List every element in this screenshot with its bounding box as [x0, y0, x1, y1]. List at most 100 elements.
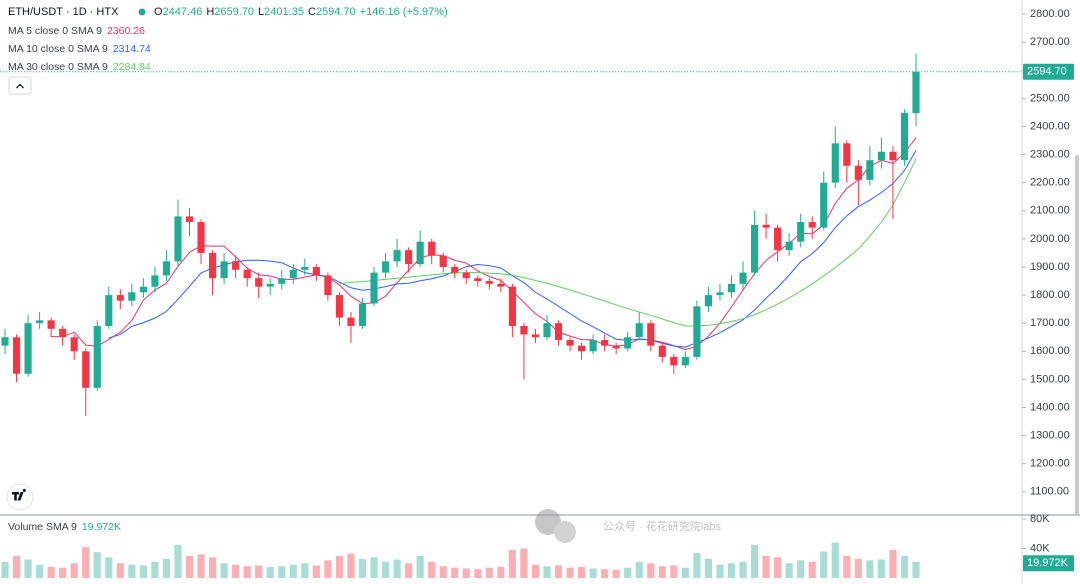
candle-body — [370, 272, 378, 304]
volume-bar — [566, 567, 574, 578]
volume-bar — [854, 558, 862, 578]
ohlc-change: +146.16 (+5.97%) — [360, 6, 448, 18]
volume-bar — [808, 561, 816, 578]
candle-body — [393, 250, 401, 262]
indicator-value: 2284.84 — [113, 61, 151, 73]
candle-body — [762, 224, 770, 228]
y-tick-label: 1800.00 — [1030, 289, 1070, 301]
volume-bar — [704, 558, 713, 578]
candle-body — [47, 320, 55, 329]
ma-line — [339, 158, 917, 327]
candle-body — [208, 252, 217, 279]
volume-bar — [370, 557, 378, 578]
volume-bar — [301, 563, 309, 578]
candle-body — [335, 295, 343, 318]
volume-bar — [324, 560, 332, 578]
volume-bar — [797, 560, 805, 578]
candle-body — [255, 278, 263, 287]
volume-sma-label: 19.972K — [1027, 557, 1069, 569]
volume-bar — [116, 563, 124, 578]
candle-body — [347, 317, 355, 326]
market-status — [138, 8, 146, 16]
volume-bar — [59, 567, 67, 578]
tv-logo[interactable] — [6, 483, 34, 511]
volume-bar — [70, 563, 78, 578]
y-tick-label: 1500.00 — [1030, 373, 1070, 385]
candle-body — [566, 340, 574, 346]
indicator-name: MA 30 close 0 SMA 9 — [8, 61, 108, 73]
candle-body — [704, 295, 713, 307]
volume-bar — [831, 542, 839, 578]
indicator-value: 2360.26 — [107, 25, 145, 37]
volume-bar — [889, 549, 897, 578]
candle-body — [243, 269, 251, 279]
candle-body — [162, 261, 171, 276]
y-tick-label: 1200.00 — [1030, 458, 1070, 470]
volume-bar — [589, 568, 597, 578]
y-tick-label: 1100.00 — [1030, 486, 1069, 498]
volume-bar — [508, 549, 516, 578]
candle-body — [12, 337, 21, 374]
volume-bar — [82, 547, 90, 578]
volume-bar — [12, 555, 21, 578]
candle-body — [554, 323, 563, 341]
volume-bar — [624, 567, 632, 578]
ohlc-value: 2659.70 — [214, 6, 254, 18]
candle-body — [289, 269, 297, 279]
candle-body — [820, 182, 828, 228]
volume-bar — [393, 559, 401, 578]
volume-bar — [681, 567, 689, 578]
volume-name: Volume SMA 9 — [8, 521, 77, 533]
candle-body — [624, 337, 632, 349]
volume-tick-label: 40K — [1030, 542, 1050, 554]
candle-body — [151, 275, 159, 287]
indicator-legend: MA 10 close 0 SMA 9 2314.74 — [8, 43, 151, 55]
candle-body — [266, 283, 274, 287]
volume-bar — [312, 565, 320, 578]
volume-bar — [497, 566, 505, 578]
candle-body — [578, 345, 586, 352]
volume-bar — [289, 564, 297, 578]
collapse-button[interactable] — [8, 76, 32, 95]
candle-body — [508, 286, 516, 326]
collapse-box[interactable] — [8, 76, 32, 95]
candle-body — [416, 241, 424, 265]
y-tick-label: 1900.00 — [1030, 261, 1070, 273]
candle-body — [670, 356, 678, 366]
candle-body — [93, 325, 101, 388]
volume-bar — [647, 563, 655, 578]
watermark-text: 公众号 · 花花研究院labs — [603, 519, 721, 533]
candle-body — [232, 261, 240, 270]
volume-bar — [693, 552, 701, 578]
collapse-icon — [16, 83, 24, 89]
y-tick-label: 1700.00 — [1030, 317, 1070, 329]
y-tick-label: 2300.00 — [1030, 148, 1070, 160]
candle-body — [739, 272, 747, 284]
volume-bar — [128, 564, 136, 578]
volume-bar — [750, 544, 759, 578]
volume-bar — [185, 555, 194, 578]
candle-body — [497, 283, 505, 287]
y-tick-label: 2000.00 — [1030, 233, 1070, 245]
candle-body — [831, 143, 839, 183]
volume-bar — [866, 560, 874, 578]
candle-body — [716, 292, 724, 296]
y-tick-label: 2200.00 — [1030, 177, 1070, 189]
candle-body — [36, 320, 44, 324]
candle-body — [1, 337, 9, 346]
volume-bar — [47, 566, 55, 578]
volume-bar — [266, 566, 274, 578]
last-price-box — [1023, 63, 1074, 80]
watermark: 公众号 · 花花研究院labs — [535, 509, 721, 543]
volume-bar — [543, 566, 551, 578]
ohlc-label: L — [258, 6, 264, 18]
volume-bar — [635, 561, 643, 578]
volume-bar — [612, 569, 620, 578]
candle-body — [405, 250, 413, 265]
volume-bar — [220, 563, 228, 578]
volume-bar — [785, 563, 793, 578]
candle-body — [647, 323, 655, 346]
volume-bar — [335, 555, 343, 578]
candle-body — [439, 255, 447, 267]
